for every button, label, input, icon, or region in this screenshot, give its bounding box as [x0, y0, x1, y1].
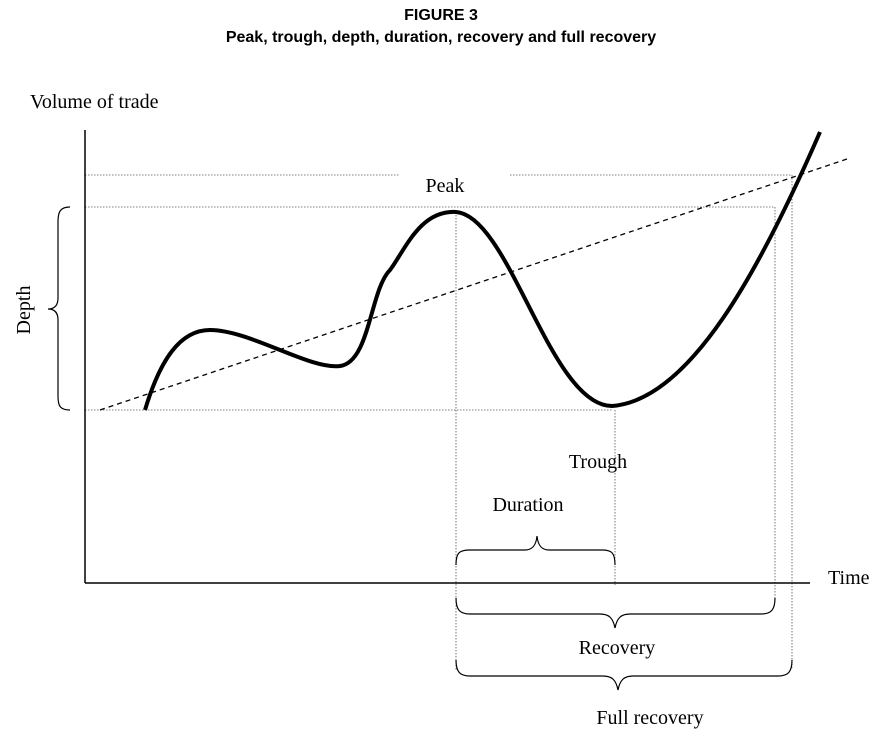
trend-line	[99, 157, 851, 411]
trade-curve	[143, 131, 822, 411]
figure-label: FIGURE 3	[404, 7, 478, 24]
recovery-brace	[455, 597, 776, 629]
depth-label: Depth	[13, 286, 35, 335]
full-recovery-brace	[455, 659, 793, 691]
axes	[84, 130, 810, 584]
y-axis-label: Volume of trade	[30, 91, 159, 113]
duration-brace	[455, 535, 616, 566]
figure-title: Peak, trough, depth, duration, recovery …	[226, 29, 656, 46]
trough-label: Trough	[569, 451, 627, 473]
duration-label: Duration	[492, 494, 563, 516]
peak-label: Peak	[426, 175, 465, 197]
full-recovery-label: Full recovery	[596, 707, 703, 729]
x-axis-label: Time	[828, 567, 870, 589]
depth-brace	[47, 206, 71, 411]
guide-lines	[85, 174, 793, 670]
recovery-label: Recovery	[579, 637, 656, 659]
